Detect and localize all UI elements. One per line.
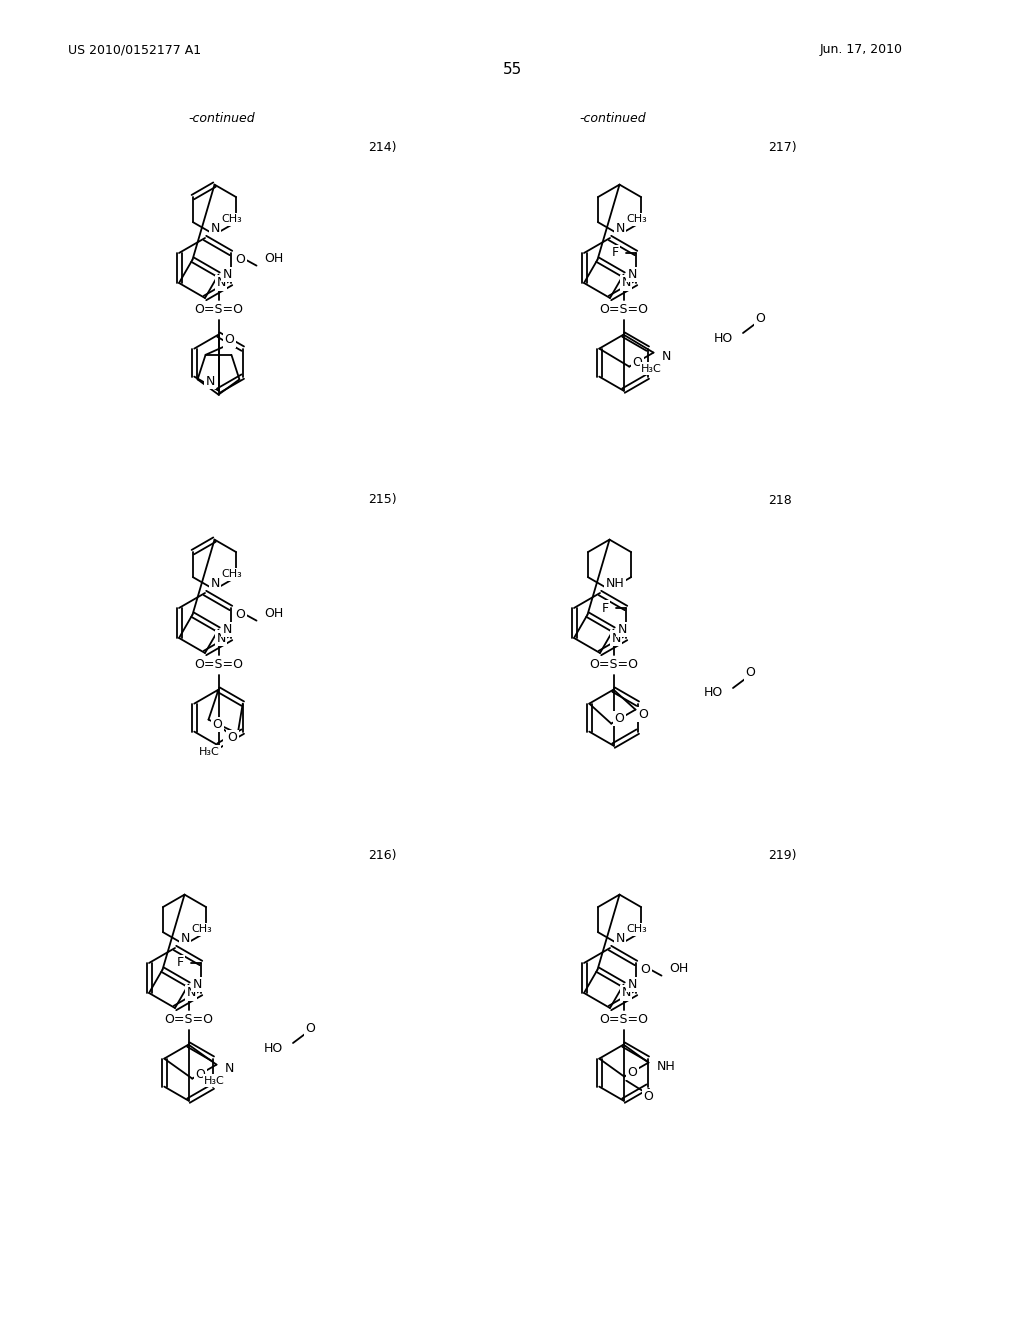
Text: 55: 55 xyxy=(503,62,521,78)
Text: HO: HO xyxy=(703,686,723,700)
Text: O=S=O: O=S=O xyxy=(599,304,648,315)
Text: F: F xyxy=(601,602,608,615)
Text: HO: HO xyxy=(264,1041,283,1055)
Text: N: N xyxy=(211,577,220,590)
Text: CH₃: CH₃ xyxy=(627,924,647,935)
Text: 217): 217) xyxy=(768,141,797,154)
Text: N: N xyxy=(223,268,232,281)
Text: F: F xyxy=(611,247,618,260)
Text: O: O xyxy=(632,356,642,370)
Text: N: N xyxy=(224,1063,233,1074)
Text: 214): 214) xyxy=(368,141,396,154)
Text: O=S=O: O=S=O xyxy=(164,1014,213,1026)
Text: O=S=O: O=S=O xyxy=(194,659,243,671)
Text: N: N xyxy=(628,268,637,281)
Text: Jun. 17, 2010: Jun. 17, 2010 xyxy=(820,44,903,57)
Text: N: N xyxy=(662,350,671,363)
Text: O: O xyxy=(196,1068,205,1081)
Text: O: O xyxy=(236,609,246,622)
Text: N: N xyxy=(180,932,190,945)
Text: N: N xyxy=(622,276,631,289)
Text: HO: HO xyxy=(714,331,733,345)
Text: N: N xyxy=(216,276,225,289)
Text: OH: OH xyxy=(264,252,284,265)
Text: -continued: -continued xyxy=(188,111,255,124)
Text: N: N xyxy=(206,375,215,388)
Text: N: N xyxy=(223,623,232,636)
Text: N: N xyxy=(615,932,625,945)
Text: O: O xyxy=(213,718,222,731)
Text: O: O xyxy=(236,253,246,267)
Text: OH: OH xyxy=(264,607,284,620)
Text: OH: OH xyxy=(670,962,689,975)
Text: O: O xyxy=(755,312,765,325)
Text: O: O xyxy=(305,1022,315,1035)
Text: 215): 215) xyxy=(368,494,396,507)
Text: NH: NH xyxy=(656,1060,675,1073)
Text: O=S=O: O=S=O xyxy=(599,1014,648,1026)
Text: -continued: -continued xyxy=(580,111,646,124)
Text: N: N xyxy=(617,623,627,636)
Text: O: O xyxy=(643,1090,653,1104)
Text: N: N xyxy=(615,222,625,235)
Text: CH₃: CH₃ xyxy=(221,569,243,579)
Text: 216): 216) xyxy=(368,849,396,862)
Text: H₃C: H₃C xyxy=(641,363,662,374)
Text: O=S=O: O=S=O xyxy=(589,659,638,671)
Text: N: N xyxy=(186,986,196,999)
Text: H₃C: H₃C xyxy=(204,1076,225,1085)
Text: N: N xyxy=(622,986,631,999)
Text: O: O xyxy=(639,708,648,721)
Text: O: O xyxy=(227,731,238,744)
Text: O: O xyxy=(641,964,650,975)
Text: N: N xyxy=(216,631,225,644)
Text: O=S=O: O=S=O xyxy=(194,304,243,315)
Text: O: O xyxy=(614,711,625,725)
Text: F: F xyxy=(176,957,183,969)
Text: 218: 218 xyxy=(768,494,792,507)
Text: US 2010/0152177 A1: US 2010/0152177 A1 xyxy=(68,44,201,57)
Text: O: O xyxy=(745,667,755,680)
Text: N: N xyxy=(193,978,202,991)
Text: CH₃: CH₃ xyxy=(221,214,243,224)
Text: 219): 219) xyxy=(768,849,797,862)
Text: O: O xyxy=(224,334,234,346)
Text: CH₃: CH₃ xyxy=(191,924,212,935)
Text: N: N xyxy=(211,222,220,235)
Text: NH: NH xyxy=(605,577,625,590)
Text: H₃C: H₃C xyxy=(199,747,220,756)
Text: CH₃: CH₃ xyxy=(627,214,647,224)
Text: O: O xyxy=(628,1067,637,1080)
Text: N: N xyxy=(628,978,637,991)
Text: N: N xyxy=(224,735,233,748)
Text: N: N xyxy=(611,631,621,644)
